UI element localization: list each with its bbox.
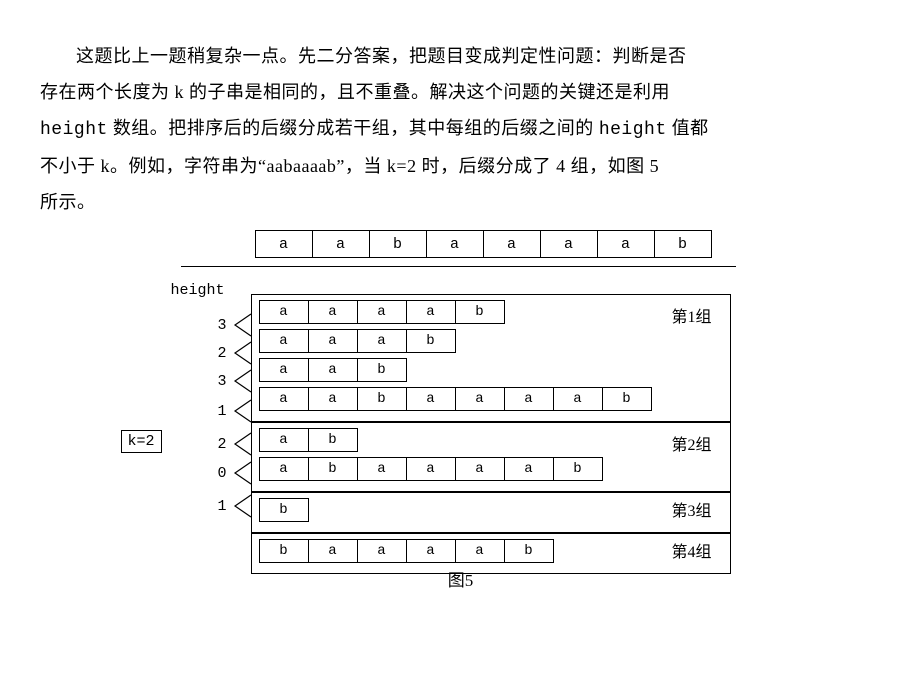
height-value-item: 0 [213,460,253,486]
group-label: 第2组 [671,431,711,455]
height-word-1: height [40,120,108,140]
para-line4a: 不小于 k。例如，字符串为 [40,156,258,176]
para-line4b: ，当 k=2 时，后缀分成了 4 组，如图 5 [345,156,659,176]
suffix-cell: b [504,539,554,563]
group-label: 第1组 [671,303,711,327]
suffix-cell: a [308,329,358,353]
height-value-number: 1 [213,403,227,420]
string-cell: b [654,230,712,258]
page-root: 这题比上一题稍复杂一点。先二分答案，把题目变成判定性问题：判断是否 存在两个长度… [0,0,921,698]
suffix-cell: a [259,428,309,452]
suffix-cell: a [308,358,358,382]
angle-bracket-icon [231,398,253,424]
suffix-group: 第2组ababaaaab [252,421,730,491]
string-cell: b [369,230,427,258]
height-value-item: 3 [213,368,253,394]
suffix-cell: a [259,329,309,353]
height-column-label: height [171,282,225,299]
height-word-2: height [599,120,667,140]
suffix-cell: a [504,457,554,481]
suffix-group: 第4组baaaab [252,532,730,573]
angle-bracket-icon [231,340,253,366]
angle-bracket-icon [231,312,253,338]
suffix-group: 第3组 b [252,491,730,532]
suffix-cell: a [455,539,505,563]
para-line3b: 值都 [667,118,709,138]
source-string-row: aabaaaab [256,230,781,258]
string-cell: a [426,230,484,258]
height-value-item: 1 [213,398,253,424]
suffix-cell: b [357,387,407,411]
suffix-groups-box: 第1组aaaabaaabaabaabaaaab第2组ababaaaab第3组b第… [251,294,731,574]
suffix-cell: a [308,387,358,411]
suffix-cell: a [455,457,505,481]
para-line3a: 数组。把排序后的后缀分成若干组，其中每组的后缀之间的 [108,118,599,138]
suffix-cell: b [308,428,358,452]
suffix-cell: a [259,300,309,324]
explanation-paragraph: 这题比上一题稍复杂一点。先二分答案，把题目变成判定性问题：判断是否 存在两个长度… [40,38,881,220]
suffix-cell: a [357,539,407,563]
height-value-item: 1 [213,493,253,519]
string-cell: a [597,230,655,258]
suffix-row: aab [260,358,722,382]
suffix-cell: a [357,329,407,353]
height-value-number: 2 [213,436,227,453]
suffix-cell: a [259,387,309,411]
suffix-cell: a [308,539,358,563]
suffix-row: baaaab [260,539,722,563]
string-cell: a [483,230,541,258]
suffix-cell: b [259,498,309,522]
suffix-group: 第1组aaaabaaabaabaabaaaab [252,295,730,421]
string-underline [181,266,736,267]
k-value-box: k=2 [121,430,162,453]
suffix-cell: a [406,539,456,563]
suffix-row: b [260,498,722,522]
para-line4-quote: “aabaaaab” [258,156,345,176]
suffix-cell: a [308,300,358,324]
angle-bracket-icon [231,431,253,457]
suffix-cell: a [455,387,505,411]
height-value-number: 1 [213,498,227,515]
para-line2: 存在两个长度为 k 的子串是相同的，且不重叠。解决这个问题的关键还是利用 [40,82,670,102]
group-label: 第3组 [671,497,711,521]
suffix-row: aaab [260,329,722,353]
height-value-number: 3 [213,373,227,390]
angle-bracket-icon [231,460,253,486]
suffix-cell: a [259,358,309,382]
angle-bracket-icon [231,368,253,394]
suffix-row: ab [260,428,722,452]
string-cell: a [312,230,370,258]
suffix-row: aaaab [260,300,722,324]
para-line1: 这题比上一题稍复杂一点。先二分答案，把题目变成判定性问题：判断是否 [76,46,687,66]
suffix-cell: b [406,329,456,353]
height-value-number: 0 [213,465,227,482]
suffix-cell: a [406,387,456,411]
para-line5: 所示。 [40,192,96,212]
suffix-cell: b [259,539,309,563]
height-value-number: 3 [213,317,227,334]
suffix-cell: b [602,387,652,411]
suffix-cell: a [259,457,309,481]
suffix-cell: a [504,387,554,411]
suffix-row: abaaaab [260,457,722,481]
suffix-row: aabaaaab [260,387,722,411]
string-cell: a [540,230,598,258]
suffix-cell: a [406,457,456,481]
suffix-cell: b [357,358,407,382]
height-value-item: 3 [213,312,253,338]
suffix-cell: a [406,300,456,324]
height-value-number: 2 [213,345,227,362]
suffix-cell: a [357,457,407,481]
suffix-cell: b [308,457,358,481]
suffix-cell: b [455,300,505,324]
figure5: aabaaaab height k=2 3231201 第1组aaaabaaab… [141,230,781,591]
string-cell: a [255,230,313,258]
angle-bracket-icon [231,493,253,519]
group-label: 第4组 [671,538,711,562]
height-value-item: 2 [213,340,253,366]
suffix-cell: a [553,387,603,411]
suffix-cell: b [553,457,603,481]
height-value-item: 2 [213,431,253,457]
suffix-cell: a [357,300,407,324]
